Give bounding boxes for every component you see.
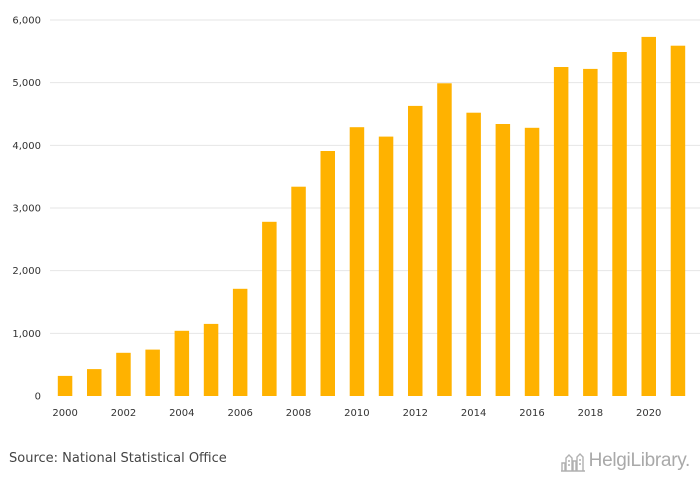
bar-2002[interactable]	[116, 352, 131, 396]
bar-2005[interactable]	[203, 323, 219, 396]
grid-lines	[50, 19, 700, 334]
bar-2017[interactable]	[553, 67, 569, 396]
x-tick-label: 2014	[461, 408, 486, 419]
x-tick-label: 2020	[636, 408, 661, 419]
x-tick-label: 2012	[403, 408, 428, 419]
bar-2021[interactable]	[670, 45, 686, 396]
bar-2009[interactable]	[320, 151, 336, 396]
skyline-logo-icon	[560, 453, 585, 472]
x-tick-label: 2010	[344, 408, 369, 419]
brand-link[interactable]: HelgiLibrary.	[560, 446, 690, 476]
x-tick-label: 2002	[111, 408, 136, 419]
bar-2006[interactable]	[232, 288, 248, 396]
x-tick-label: 2006	[227, 408, 252, 419]
bars	[57, 36, 686, 397]
y-tick-label: 1,000	[12, 329, 41, 340]
y-tick-label: 2,000	[12, 266, 41, 277]
bar-2020[interactable]	[641, 36, 657, 397]
bar-2014[interactable]	[466, 112, 481, 396]
y-tick-label: 3,000	[12, 204, 41, 215]
bar-2007[interactable]	[262, 221, 277, 396]
bar-2000[interactable]	[57, 375, 73, 396]
x-tick-label: 2018	[578, 408, 603, 419]
x-tick-label: 2000	[52, 408, 77, 419]
x-tick-label: 2004	[169, 408, 194, 419]
bar-2003[interactable]	[145, 349, 160, 396]
bar-2011[interactable]	[378, 136, 394, 396]
x-tick-label: 2016	[519, 408, 544, 419]
bar-2004[interactable]	[174, 330, 190, 396]
bar-2001[interactable]	[87, 369, 102, 396]
bar-2015[interactable]	[495, 124, 511, 396]
y-tick-label: 5,000	[12, 78, 41, 89]
y-axis-ticks: 0 1,000 2,000 3,000 4,000 5,000 6,000	[12, 16, 41, 403]
y-tick-label: 6,000	[12, 16, 41, 27]
source-note: Source: National Statistical Office	[9, 451, 227, 466]
bar-chart: 0 1,000 2,000 3,000 4,000 5,000 6,000 2000 2002…	[12, 16, 700, 419]
bar-2016[interactable]	[524, 127, 540, 397]
y-tick-label: 0	[35, 392, 41, 403]
bar-2012[interactable]	[408, 105, 423, 397]
footer: Source: National Statistical Office Helg…	[0, 440, 700, 483]
y-tick-label: 4,000	[12, 141, 41, 152]
bar-2008[interactable]	[291, 186, 306, 396]
bar-2010[interactable]	[349, 127, 365, 396]
bar-2013[interactable]	[437, 83, 452, 397]
brand-name: HelgiLibrary.	[588, 450, 691, 471]
x-tick-label: 2008	[286, 408, 311, 419]
chart-area: 0 1,000 2,000 3,000 4,000 5,000 6,000 2000 2002…	[12, 16, 700, 419]
bar-2018[interactable]	[583, 68, 598, 397]
bar-2019[interactable]	[612, 52, 627, 396]
x-axis-ticks: 2000 2002 2004 2006 2008 2010 2012 2014 2016 2018…	[52, 408, 661, 419]
